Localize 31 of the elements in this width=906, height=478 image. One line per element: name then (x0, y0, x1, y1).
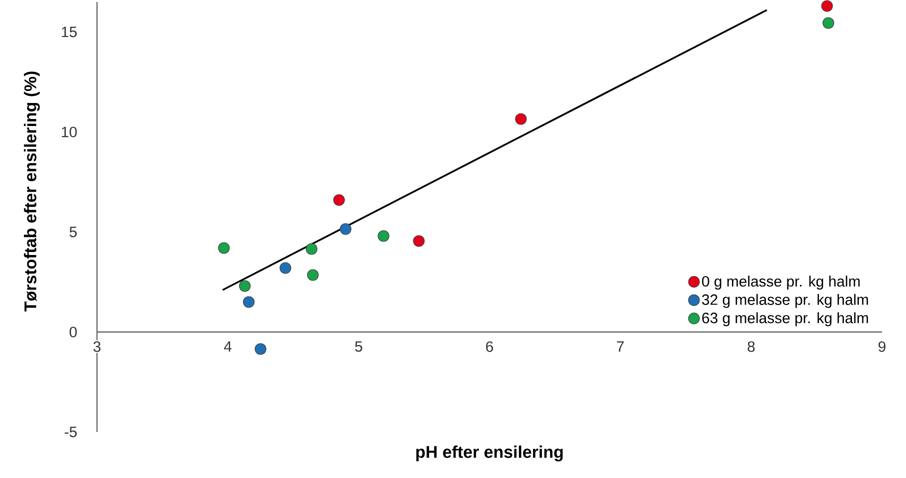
x-tick-label: 4 (224, 341, 232, 352)
point (218, 242, 230, 254)
y-axis-title: Tørstoftab efter ensilering (%) (24, 72, 40, 312)
point (413, 235, 425, 247)
point (340, 223, 352, 235)
point (515, 113, 527, 125)
point (307, 269, 319, 281)
x-tick-label: 8 (748, 341, 755, 352)
x-tick-label: 3 (93, 341, 100, 352)
legend-label: 63 g melasse pr. kg halm (702, 312, 868, 326)
x-tick-label: 5 (355, 341, 362, 352)
point (821, 0, 833, 12)
x-tick-label: 6 (486, 341, 494, 352)
legend-label: 32 g melasse pr. kg halm (702, 294, 868, 308)
point (306, 243, 318, 255)
point (378, 230, 390, 242)
y-tick-label: -5 (64, 426, 77, 438)
point (242, 296, 255, 308)
x-tick-label: 9 (878, 341, 886, 352)
y-tick-label: 0 (70, 326, 77, 338)
point (254, 343, 266, 355)
point (239, 280, 251, 292)
x-tick-label: 7 (616, 341, 624, 352)
y-tick-label: 5 (70, 226, 77, 238)
point (280, 262, 292, 274)
point (333, 194, 345, 206)
y-tick-label: 10 (62, 126, 77, 138)
y-tick-label: 15 (62, 26, 77, 38)
x-axis-title: pH efter ensilering (416, 446, 563, 462)
point (822, 17, 834, 29)
legend-label: 0 g melasse pr. kg halm (702, 276, 860, 290)
